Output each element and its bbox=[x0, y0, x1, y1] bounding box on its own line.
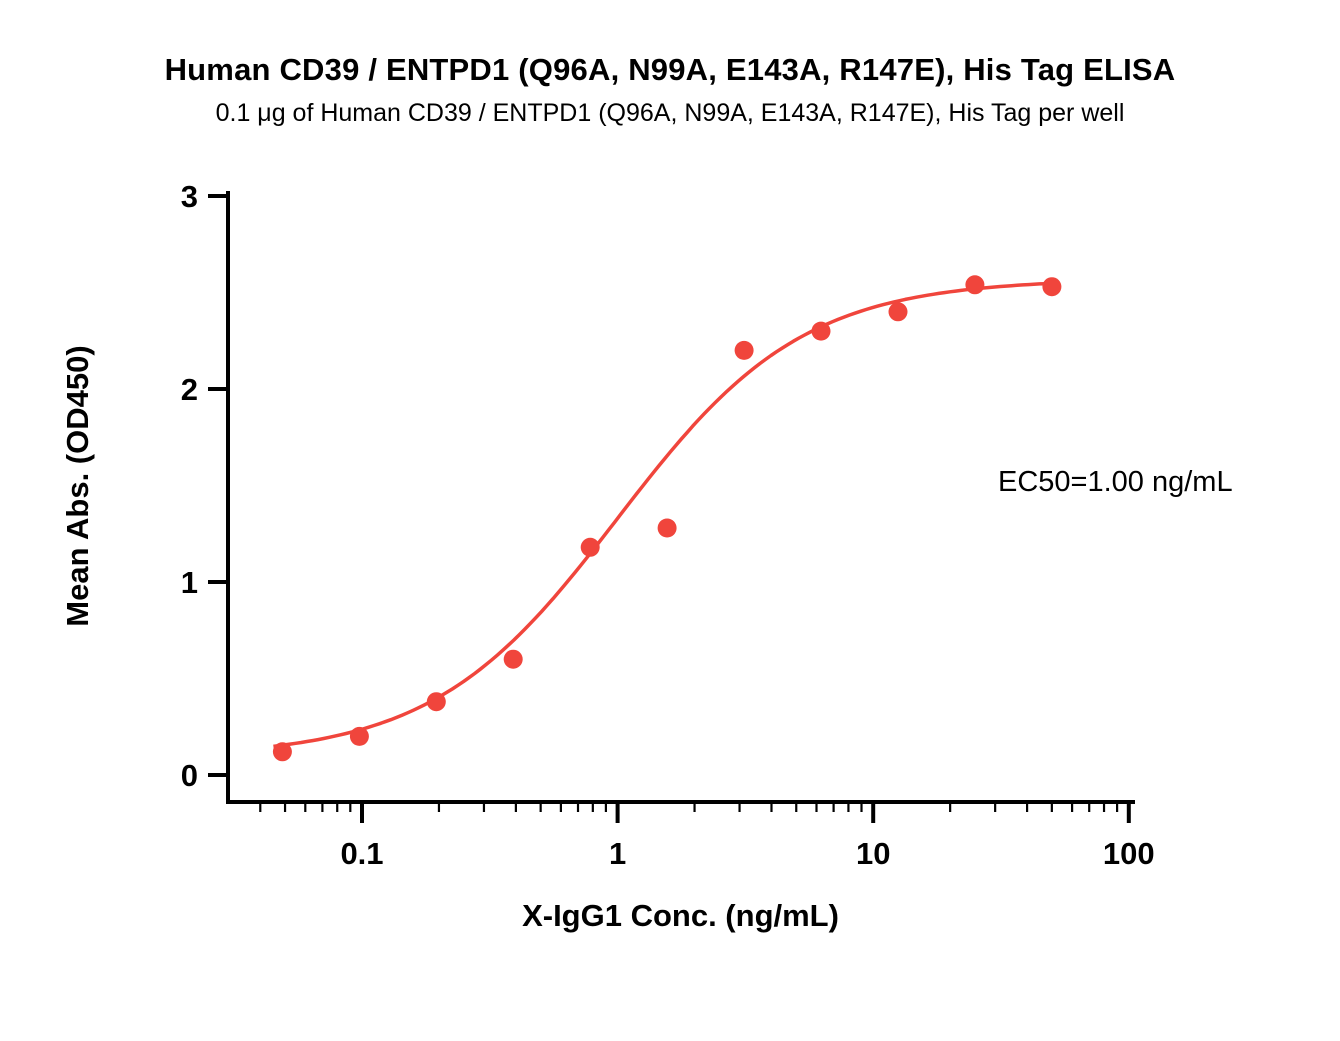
data-point bbox=[426, 692, 446, 712]
y-tick-label: 2 bbox=[181, 372, 198, 407]
data-point bbox=[657, 518, 677, 538]
data-point bbox=[349, 726, 369, 746]
data-point bbox=[734, 340, 754, 360]
chart-title: Human CD39 / ENTPD1 (Q96A, N99A, E143A, … bbox=[164, 52, 1176, 87]
data-point bbox=[1042, 277, 1062, 297]
data-point bbox=[965, 275, 985, 295]
x-tick-label: 1 bbox=[609, 836, 626, 871]
x-axis-label: X-IgG1 Conc. (ng/mL) bbox=[522, 898, 839, 933]
data-point bbox=[503, 649, 523, 669]
data-point bbox=[888, 302, 908, 322]
fit-curve bbox=[273, 281, 1057, 749]
axes bbox=[208, 191, 1135, 823]
data-points bbox=[272, 275, 1062, 762]
x-tick-label: 10 bbox=[856, 836, 890, 871]
x-tick-labels: 0.1 1 10 100 bbox=[340, 836, 1154, 871]
y-tick-label: 3 bbox=[181, 179, 198, 214]
ec50-annotation: EC50=1.00 ng/mL bbox=[998, 466, 1233, 498]
y-tick-label: 0 bbox=[181, 758, 198, 793]
data-point bbox=[272, 742, 292, 762]
x-tick-label: 100 bbox=[1103, 836, 1155, 871]
data-point bbox=[811, 321, 831, 341]
chart-subtitle: 0.1 μg of Human CD39 / ENTPD1 (Q96A, N99… bbox=[215, 99, 1125, 127]
y-tick-labels: 0 1 2 3 bbox=[181, 179, 198, 793]
x-minor-ticks bbox=[259, 802, 1119, 812]
x-tick-label: 0.1 bbox=[340, 836, 383, 871]
data-point bbox=[580, 537, 600, 557]
y-tick-label: 1 bbox=[181, 565, 198, 600]
